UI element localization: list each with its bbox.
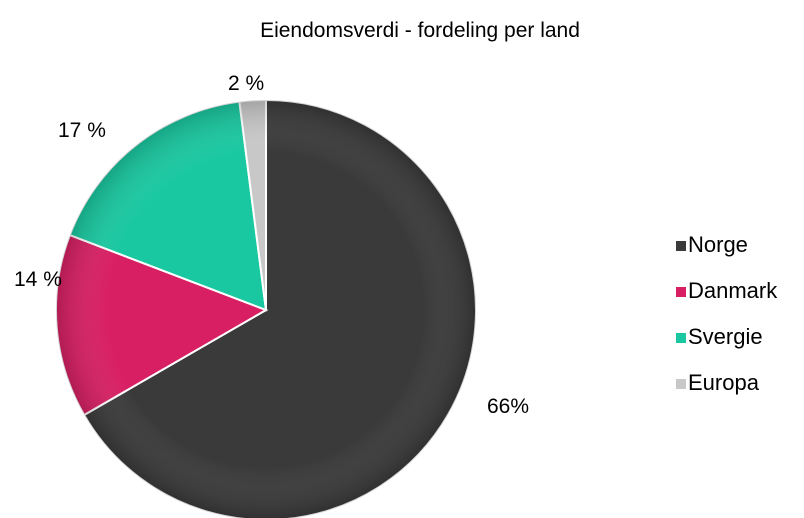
legend-swatch-europa [676, 379, 686, 389]
legend-item-europa: Europa [676, 370, 760, 395]
data-label-svergie: 17 % [58, 119, 106, 142]
legend: Norge Danmark Svergie Europa [676, 232, 778, 395]
legend-label-europa: Europa [688, 370, 760, 395]
data-labels: 66% 14 % 17 % 2 % [14, 72, 529, 418]
legend-swatch-danmark [676, 287, 686, 297]
data-label-norge: 66% [487, 395, 529, 418]
data-label-danmark: 14 % [14, 268, 62, 291]
legend-label-svergie: Svergie [688, 324, 763, 349]
legend-item-svergie: Svergie [676, 324, 763, 349]
legend-label-norge: Norge [688, 232, 748, 257]
legend-item-danmark: Danmark [676, 278, 778, 303]
pie-shading [56, 100, 476, 518]
legend-item-norge: Norge [676, 232, 748, 257]
chart-title: Eiendomsverdi - fordeling per land [260, 19, 580, 42]
legend-swatch-norge [676, 241, 686, 251]
legend-swatch-svergie [676, 333, 686, 343]
legend-label-danmark: Danmark [688, 278, 778, 303]
data-label-europa: 2 % [228, 72, 264, 95]
pie-slices [55, 98, 477, 518]
